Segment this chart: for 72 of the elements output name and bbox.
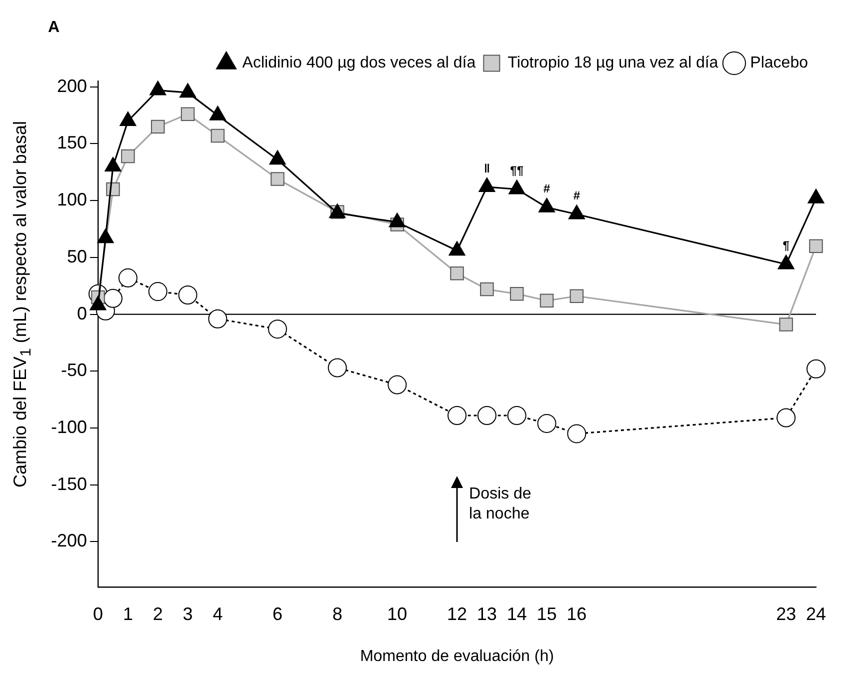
y-tick-label: -100 bbox=[50, 416, 88, 437]
x-tick-label: 15 bbox=[536, 604, 557, 624]
x-tick-label: 24 bbox=[806, 604, 826, 624]
point bbox=[120, 112, 136, 126]
x-axis-title: Momento de evaluación (h) bbox=[360, 648, 554, 665]
point bbox=[269, 150, 286, 165]
point bbox=[540, 294, 554, 308]
point bbox=[148, 282, 168, 302]
point bbox=[450, 266, 464, 280]
point bbox=[268, 320, 288, 339]
point bbox=[388, 212, 406, 228]
y-tick-label: 200 bbox=[56, 76, 88, 96]
point bbox=[808, 188, 824, 204]
point bbox=[568, 204, 585, 220]
point bbox=[480, 282, 494, 296]
point bbox=[538, 198, 556, 212]
annotation: ¶¶ bbox=[510, 164, 524, 178]
annotation: ¶ bbox=[782, 238, 790, 253]
point bbox=[118, 268, 138, 288]
x-tick-label: 8 bbox=[332, 604, 342, 624]
point bbox=[806, 359, 826, 378]
point bbox=[448, 241, 466, 256]
y-tick-label: -200 bbox=[50, 530, 88, 551]
point bbox=[510, 286, 524, 301]
y-tick-label: 0 bbox=[77, 303, 88, 324]
point bbox=[208, 309, 228, 328]
y-tick-label: -50 bbox=[61, 360, 88, 380]
x-tick-label: 0 bbox=[93, 604, 104, 624]
point bbox=[507, 406, 526, 425]
legend-label: Tiotropio 18 µg una vez al día bbox=[508, 54, 718, 72]
x-tick-label: 4 bbox=[212, 604, 223, 624]
x-tick-label: 2 bbox=[152, 604, 163, 624]
legend-label: Aclidinio 400 µg dos veces al día bbox=[242, 54, 476, 72]
point bbox=[328, 358, 347, 378]
x-tick-label: 16 bbox=[566, 604, 587, 624]
point bbox=[776, 408, 796, 428]
x-tick-label: 12 bbox=[447, 604, 468, 624]
y-tick-label: 150 bbox=[56, 132, 88, 153]
x-tick-label: 6 bbox=[272, 604, 283, 624]
point bbox=[779, 318, 793, 332]
point bbox=[150, 80, 166, 96]
annotation: ‖ bbox=[484, 161, 490, 176]
x-tick-label: 1 bbox=[122, 604, 133, 624]
point bbox=[570, 289, 584, 303]
point bbox=[778, 254, 794, 270]
point bbox=[179, 83, 196, 98]
chart-title: A bbox=[48, 19, 60, 36]
y-tick-label: 50 bbox=[66, 246, 88, 266]
y-tick-label: -150 bbox=[50, 474, 88, 494]
point bbox=[178, 285, 198, 304]
x-tick-label: 23 bbox=[776, 604, 796, 624]
x-tick-label: 3 bbox=[182, 604, 193, 624]
point bbox=[448, 406, 467, 425]
point bbox=[478, 177, 496, 192]
y-tick-label: 100 bbox=[56, 190, 88, 210]
annotation: # bbox=[573, 188, 580, 203]
point bbox=[103, 288, 122, 308]
x-tick-label: 14 bbox=[506, 604, 527, 624]
point bbox=[209, 106, 226, 120]
point bbox=[477, 406, 496, 425]
point bbox=[537, 414, 556, 433]
annotation: Dosis de la noche bbox=[469, 485, 532, 522]
annotation: # bbox=[543, 182, 550, 196]
point bbox=[809, 239, 823, 253]
point bbox=[97, 228, 114, 244]
x-tick-label: 13 bbox=[476, 604, 497, 624]
point bbox=[567, 424, 586, 444]
legend-label: Placebo bbox=[750, 54, 808, 72]
x-tick-label: 10 bbox=[387, 604, 408, 624]
point bbox=[104, 156, 122, 172]
point bbox=[388, 375, 407, 394]
point bbox=[508, 180, 526, 194]
